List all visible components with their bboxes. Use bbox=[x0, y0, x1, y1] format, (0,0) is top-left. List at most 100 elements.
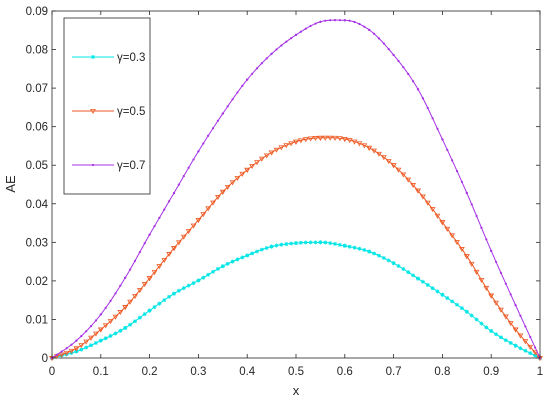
series-marker bbox=[229, 180, 236, 186]
legend-label: γ=0.7 bbox=[117, 160, 145, 172]
data-point bbox=[196, 278, 201, 283]
series-marker bbox=[142, 312, 147, 317]
data-point bbox=[219, 189, 226, 195]
data-point bbox=[464, 309, 469, 314]
data-point bbox=[463, 254, 470, 260]
series-marker bbox=[455, 169, 459, 173]
series-marker bbox=[264, 245, 269, 250]
data-point bbox=[146, 276, 153, 282]
series-marker bbox=[59, 353, 64, 358]
series-marker bbox=[176, 288, 181, 293]
data-point bbox=[147, 308, 152, 313]
series-marker bbox=[435, 289, 440, 294]
series-marker bbox=[65, 347, 68, 350]
data-point bbox=[294, 33, 298, 37]
series-marker bbox=[493, 300, 499, 306]
series-marker bbox=[434, 213, 441, 219]
series-marker bbox=[70, 343, 73, 346]
series-marker bbox=[241, 84, 244, 87]
series-marker bbox=[498, 307, 504, 313]
series-marker bbox=[363, 25, 366, 28]
series-marker bbox=[180, 234, 187, 240]
data-point bbox=[341, 137, 348, 143]
series-marker bbox=[138, 250, 141, 254]
series-marker bbox=[372, 32, 376, 35]
x-tick-label: 0.1 bbox=[93, 366, 109, 378]
series-marker bbox=[405, 177, 412, 183]
series-marker bbox=[522, 339, 529, 345]
series-marker bbox=[153, 225, 156, 228]
x-axis-ticks: 0 0.1 0.2 0.3 0.4 0.5 0.6 0.7 0.8 0.9 1 bbox=[49, 11, 543, 378]
data-point bbox=[441, 138, 444, 141]
y-tick-label: 0.06 bbox=[26, 122, 48, 134]
series-marker bbox=[117, 310, 124, 316]
series-marker bbox=[337, 242, 342, 247]
series-marker bbox=[460, 180, 464, 184]
series-marker bbox=[231, 98, 234, 101]
series-marker bbox=[451, 159, 454, 162]
data-point bbox=[367, 249, 372, 254]
series-marker bbox=[357, 246, 362, 251]
series-marker bbox=[470, 203, 473, 206]
series-marker bbox=[250, 251, 255, 256]
data-point bbox=[220, 264, 225, 269]
series-marker bbox=[230, 259, 235, 264]
series-marker bbox=[494, 332, 499, 337]
data-point bbox=[512, 327, 519, 333]
series-marker bbox=[79, 347, 84, 352]
series-1 bbox=[50, 240, 542, 360]
series-marker bbox=[136, 288, 143, 294]
data-point bbox=[75, 339, 78, 342]
data-point bbox=[368, 28, 371, 31]
series-marker bbox=[250, 72, 254, 75]
series-marker bbox=[63, 350, 70, 356]
series-marker bbox=[517, 333, 524, 339]
series-marker bbox=[128, 322, 133, 327]
series-marker bbox=[307, 136, 314, 142]
x-tick-label: 0.5 bbox=[288, 366, 304, 378]
series-marker bbox=[314, 22, 317, 25]
series-marker bbox=[498, 335, 503, 340]
series-marker bbox=[528, 351, 533, 356]
series-marker bbox=[410, 183, 417, 189]
series-marker bbox=[94, 319, 98, 322]
series-marker bbox=[475, 214, 478, 218]
series-marker bbox=[175, 240, 182, 246]
series-marker bbox=[527, 344, 534, 350]
series-marker bbox=[518, 346, 523, 351]
x-tick-label: 0.4 bbox=[239, 366, 256, 378]
series-marker bbox=[216, 119, 220, 122]
series-marker bbox=[284, 242, 289, 247]
series-marker bbox=[534, 346, 537, 349]
series-marker bbox=[309, 24, 312, 28]
series-marker bbox=[484, 325, 489, 330]
series-marker bbox=[279, 242, 284, 247]
series-marker bbox=[224, 184, 231, 190]
series-marker bbox=[285, 40, 288, 43]
y-tick-label: 0.08 bbox=[26, 45, 48, 57]
y-tick-label: 0.01 bbox=[26, 314, 48, 326]
series-marker bbox=[128, 268, 132, 271]
series-marker bbox=[329, 19, 332, 22]
legend-item: γ=0.5 bbox=[72, 106, 145, 118]
series-marker bbox=[83, 339, 90, 345]
series-marker bbox=[499, 271, 503, 274]
series-marker bbox=[55, 353, 58, 356]
series-marker bbox=[112, 314, 119, 320]
series-marker bbox=[143, 242, 146, 245]
series-marker bbox=[455, 302, 460, 307]
series-marker bbox=[249, 163, 255, 169]
series-marker bbox=[215, 266, 220, 271]
x-tick-label: 0.6 bbox=[337, 366, 353, 378]
series-marker bbox=[468, 261, 475, 267]
series-marker bbox=[177, 183, 180, 186]
y-tick-label: 0.05 bbox=[26, 160, 48, 172]
series-marker bbox=[382, 42, 385, 45]
legend-item: γ=0.7 bbox=[72, 160, 145, 172]
series-marker bbox=[54, 354, 59, 359]
series-3 bbox=[50, 18, 542, 360]
y-tick-label: 0.09 bbox=[26, 6, 48, 18]
data-point bbox=[74, 349, 79, 354]
series-marker bbox=[278, 145, 285, 151]
series-marker bbox=[166, 252, 173, 258]
